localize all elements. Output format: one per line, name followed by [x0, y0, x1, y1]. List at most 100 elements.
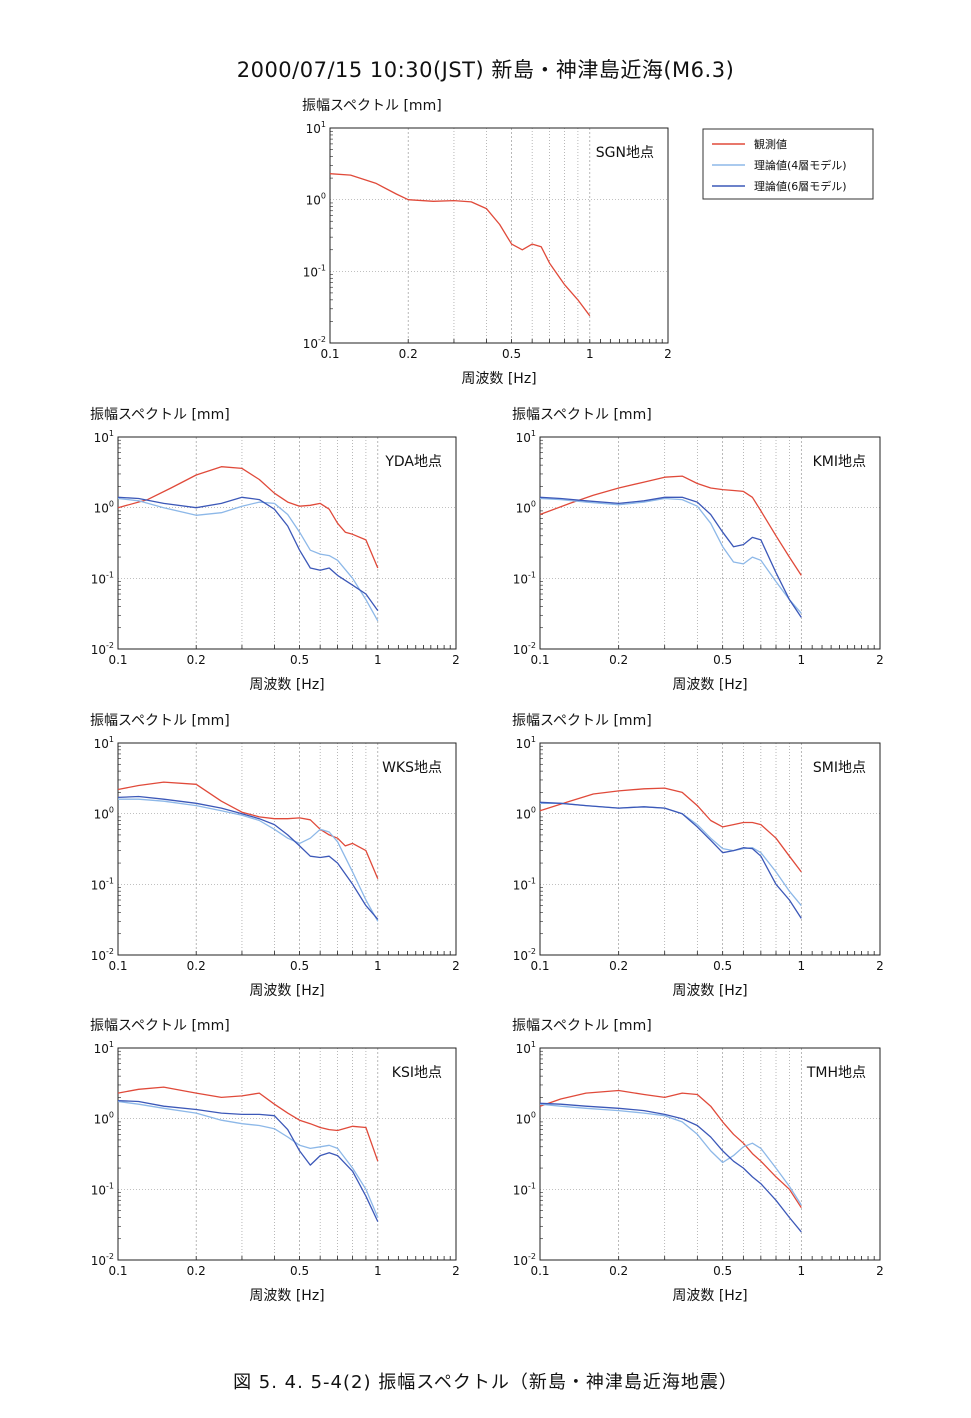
series-line-observed: [539, 1089, 802, 1209]
y-tick-label: 10-2: [513, 1252, 536, 1268]
y-axis-label: 振幅スペクトル [mm]: [302, 98, 442, 114]
y-tick-label: 100: [94, 806, 114, 822]
y-tick-label: 101: [516, 429, 536, 445]
y-tick-label: 10-1: [91, 876, 114, 892]
series-line-observed: [539, 475, 802, 576]
x-tick-label: 0.5: [713, 1264, 732, 1278]
y-axis-label: 振幅スペクトル [mm]: [512, 1018, 652, 1034]
plot-frame: [117, 1047, 457, 1261]
series-line-model4: [117, 1100, 379, 1218]
y-tick-label: 10-2: [303, 335, 326, 351]
y-axis-label: 振幅スペクトル [mm]: [512, 407, 652, 423]
station-label: KMI地点: [813, 454, 866, 470]
series-line-observed: [117, 1086, 379, 1162]
x-tick-label: 0.1: [530, 959, 549, 973]
legend-label: 理論値(4層モデル): [754, 158, 847, 172]
station-label: KSI地点: [392, 1065, 442, 1081]
y-tick-label: 10-1: [91, 570, 114, 586]
y-tick-label: 10-1: [91, 1181, 114, 1197]
series-line-model4: [539, 1103, 802, 1206]
y-tick-label: 101: [94, 735, 114, 751]
y-tick-label: 10-2: [91, 641, 114, 657]
legend-label: 理論値(6層モデル): [754, 179, 847, 193]
series-line-model6: [117, 496, 379, 611]
x-tick-label: 2: [452, 959, 460, 973]
x-tick-label: 2: [452, 1264, 460, 1278]
spectrum-panel-5: 0.1 0.2 0.5 1 2 10-2 10-1 100 101 振幅スペクトル [mm] 周波数…: [512, 713, 884, 999]
plot-frame: [117, 436, 457, 650]
y-tick-label: 10-1: [513, 876, 536, 892]
x-tick-label: 0.5: [290, 653, 309, 667]
spectrum-panel-1: 0.1 0.2 0.5 1 2 10-2 10-1 100 101 振幅スペクトル [mm] 周波数…: [302, 98, 672, 387]
x-tick-label: 1: [798, 653, 806, 667]
x-tick-label: 2: [876, 653, 884, 667]
x-tick-label: 0.1: [320, 347, 339, 361]
figure-caption: 図 5. 4. 5-4(2) 振幅スペクトル（新島・神津島近海地震）: [233, 1372, 738, 1393]
y-tick-label: 10-1: [513, 1181, 536, 1197]
x-tick-label: 0.5: [290, 959, 309, 973]
x-tick-label: 1: [586, 347, 594, 361]
x-tick-label: 0.1: [530, 1264, 549, 1278]
x-tick-label: 0.2: [187, 1264, 206, 1278]
plot-frame: [539, 742, 881, 956]
x-axis-label: 周波数 [Hz]: [249, 1288, 324, 1304]
x-tick-label: 0.5: [713, 653, 732, 667]
y-axis-label: 振幅スペクトル [mm]: [512, 713, 652, 729]
x-tick-label: 0.1: [108, 1264, 127, 1278]
x-tick-label: 0.2: [399, 347, 418, 361]
x-tick-label: 2: [876, 1264, 884, 1278]
x-axis-label: 周波数 [Hz]: [249, 983, 324, 999]
series-line-model6: [539, 1102, 802, 1233]
figure-canvas: 0.1 0.2 0.5 1 2 10-2 10-1 100 101 振幅スペクトル [mm] 周波数…: [90, 98, 884, 1304]
y-tick-label: 101: [516, 735, 536, 751]
plot-frame: [117, 742, 457, 956]
x-tick-label: 0.1: [530, 653, 549, 667]
y-axis-label: 振幅スペクトル [mm]: [90, 713, 230, 729]
x-tick-label: 0.1: [108, 653, 127, 667]
x-tick-label: 1: [798, 959, 806, 973]
x-tick-label: 0.5: [713, 959, 732, 973]
y-tick-label: 100: [516, 1111, 536, 1127]
y-tick-label: 100: [94, 500, 114, 516]
x-tick-label: 0.1: [108, 959, 127, 973]
y-tick-label: 100: [306, 192, 326, 208]
x-tick-label: 0.2: [609, 959, 628, 973]
series-line-model6: [117, 1099, 379, 1222]
station-label: WKS地点: [382, 760, 442, 776]
x-tick-label: 2: [452, 653, 460, 667]
x-tick-label: 2: [876, 959, 884, 973]
station-label: YDA地点: [384, 454, 442, 470]
series-line-model6: [539, 496, 802, 618]
plot-frame: [539, 436, 881, 650]
series-line-model4: [118, 798, 379, 922]
y-tick-label: 100: [516, 806, 536, 822]
x-tick-label: 1: [798, 1264, 806, 1278]
y-tick-label: 10-2: [91, 1252, 114, 1268]
y-tick-label: 10-2: [513, 947, 536, 963]
station-label: TMH地点: [806, 1065, 866, 1081]
x-axis-label: 周波数 [Hz]: [461, 371, 536, 387]
spectrum-panel-2: 0.1 0.2 0.5 1 2 10-2 10-1 100 101 振幅スペクトル [mm] 周波数…: [90, 407, 460, 693]
y-tick-label: 101: [306, 120, 326, 136]
y-tick-label: 101: [94, 1040, 114, 1056]
series-line-model4: [540, 802, 802, 907]
series-line-observed: [117, 466, 379, 569]
legend-label: 観測値: [754, 137, 787, 151]
x-tick-label: 0.5: [290, 1264, 309, 1278]
series-line-model6: [539, 801, 802, 919]
station-label: SMI地点: [813, 760, 866, 776]
series-line-model4: [117, 497, 379, 622]
y-axis-label: 振幅スペクトル [mm]: [90, 1018, 230, 1034]
x-axis-label: 周波数 [Hz]: [672, 677, 747, 693]
legend-box: [702, 128, 874, 200]
x-tick-label: 0.2: [187, 653, 206, 667]
y-tick-label: 101: [516, 1040, 536, 1056]
x-tick-label: 2: [664, 347, 672, 361]
x-tick-label: 1: [374, 653, 382, 667]
x-tick-label: 1: [374, 1264, 382, 1278]
x-axis-label: 周波数 [Hz]: [249, 677, 324, 693]
x-tick-label: 0.5: [502, 347, 521, 361]
x-tick-label: 0.2: [187, 959, 206, 973]
station-label: SGN地点: [596, 145, 654, 161]
